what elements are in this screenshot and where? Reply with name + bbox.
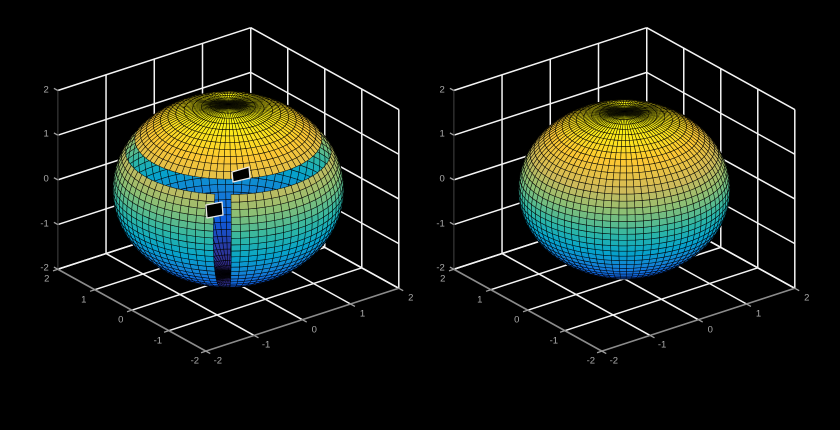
right-3d-axes <box>420 0 840 430</box>
left-3d-axes <box>0 0 420 430</box>
